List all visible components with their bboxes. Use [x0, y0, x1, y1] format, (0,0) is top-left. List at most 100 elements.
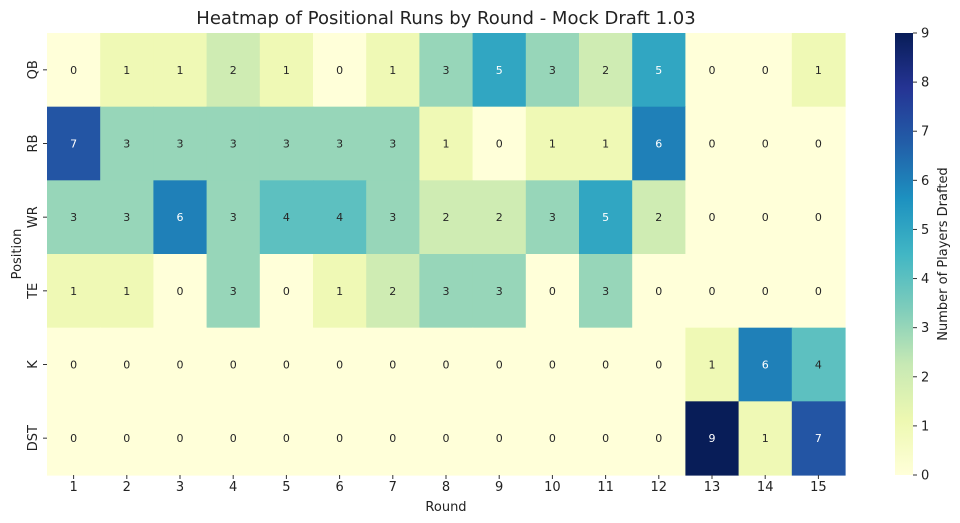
- heatmap-cell: [472, 33, 527, 108]
- x-tick-label: 1: [69, 480, 77, 495]
- heatmap-cell: [419, 401, 474, 476]
- heatmap-cell: [791, 254, 846, 329]
- heatmap-cell: [366, 106, 420, 181]
- heatmap-cell: [791, 327, 846, 402]
- heatmap-cell: [472, 327, 527, 402]
- x-axis-label: Round: [425, 500, 466, 515]
- cell-value-label: 3: [549, 64, 556, 77]
- cell-value-label: 0: [815, 138, 822, 151]
- heatmap-cell: [791, 106, 846, 181]
- heatmap-cell: [632, 106, 686, 181]
- heatmap-cell: [366, 33, 420, 108]
- cell-value-label: 3: [443, 64, 450, 77]
- heatmap-cell: [366, 327, 420, 402]
- x-tick-label: 10: [544, 480, 561, 495]
- colorbar-tick-label: 3: [921, 321, 929, 336]
- heatmap-cell: [738, 33, 793, 108]
- heatmap-cell: [472, 106, 527, 181]
- colorbar-tick-label: 0: [921, 469, 929, 484]
- heatmap-cell: [472, 180, 527, 255]
- colorbar-tick-label: 9: [921, 27, 929, 42]
- y-tick-label: DST: [26, 425, 41, 451]
- cell-value-label: 2: [496, 211, 503, 224]
- cell-value-label: 0: [177, 432, 184, 445]
- cell-value-label: 0: [496, 138, 503, 151]
- cell-value-label: 0: [389, 432, 396, 445]
- heatmap-cell: [738, 401, 793, 476]
- cell-value-label: 0: [655, 285, 662, 298]
- heatmap-cell: [259, 180, 314, 255]
- cell-value-label: 1: [709, 359, 716, 372]
- cell-value-label: 1: [283, 64, 290, 77]
- x-tick-label: 6: [335, 480, 343, 495]
- heatmap-cell: [579, 33, 633, 108]
- heatmap-cell: [153, 180, 208, 255]
- cell-value-label: 3: [230, 285, 237, 298]
- cell-value-label: 7: [815, 432, 822, 445]
- heatmap-cell: [313, 180, 367, 255]
- cell-value-label: 1: [389, 64, 396, 77]
- cell-value-label: 0: [602, 359, 609, 372]
- heatmap-cell: [579, 106, 633, 181]
- cell-value-label: 0: [389, 359, 396, 372]
- cell-value-label: 6: [177, 211, 184, 224]
- heatmap-cell: [100, 401, 154, 476]
- cell-value-label: 3: [177, 138, 184, 151]
- colorbar-tick-label: 6: [921, 174, 929, 189]
- cell-value-label: 1: [123, 285, 130, 298]
- colorbar-ticks: 0 1 2 3 4 5 6 7 8 9: [913, 27, 929, 484]
- cell-value-label: 6: [655, 138, 662, 151]
- x-axis-ticks: 1 2 3 4 5 6 7 8 9 10 11 12 13 14 15: [69, 475, 827, 495]
- cell-value-label: 0: [815, 211, 822, 224]
- cell-value-label: 0: [815, 285, 822, 298]
- heatmap-cell: [525, 106, 580, 181]
- heatmap-cell: [525, 254, 580, 329]
- heatmap-cell: [579, 327, 633, 402]
- cell-value-label: 0: [762, 138, 769, 151]
- x-tick-label: 13: [704, 480, 721, 495]
- cell-value-label: 0: [70, 64, 77, 77]
- cell-value-label: 4: [336, 211, 343, 224]
- heatmap-cell: [525, 401, 580, 476]
- heatmap-cell: [206, 180, 261, 255]
- cell-value-label: 3: [389, 211, 396, 224]
- heatmap-cell: [738, 327, 793, 402]
- cell-value-label: 2: [389, 285, 396, 298]
- heatmap-cell: [100, 106, 154, 181]
- cell-value-label: 1: [443, 138, 450, 151]
- cell-value-label: 0: [762, 285, 769, 298]
- heatmap-cell: [47, 401, 101, 476]
- cell-value-label: 1: [123, 64, 130, 77]
- heatmap-cell: [738, 106, 793, 181]
- colorbar-tick-label: 5: [921, 223, 929, 238]
- heatmap-cell: [632, 327, 686, 402]
- cell-value-label: 0: [709, 64, 716, 77]
- colorbar-tick-label: 8: [921, 76, 929, 91]
- heatmap-cell: [206, 327, 261, 402]
- heatmap-cell: [47, 33, 101, 108]
- cell-value-label: 3: [230, 138, 237, 151]
- cell-value-label: 3: [389, 138, 396, 151]
- cell-value-label: 0: [549, 285, 556, 298]
- cell-value-label: 0: [762, 211, 769, 224]
- heatmap-cell: [685, 254, 740, 329]
- heatmap-cell: [206, 254, 261, 329]
- cell-value-label: 1: [549, 138, 556, 151]
- heatmap-cell: [153, 33, 208, 108]
- heatmap-cell: [313, 327, 367, 402]
- heatmap-cell: [313, 106, 367, 181]
- heatmap-cell: [791, 401, 846, 476]
- heatmap-cell: [632, 401, 686, 476]
- heatmap-cell: [206, 106, 261, 181]
- x-tick-label: 15: [810, 480, 827, 495]
- heatmap-cell: [525, 180, 580, 255]
- cell-value-label: 0: [70, 432, 77, 445]
- heatmap-cell: [632, 254, 686, 329]
- x-tick-label: 7: [389, 480, 397, 495]
- heatmap-cell: [419, 327, 474, 402]
- cell-value-label: 3: [230, 211, 237, 224]
- heatmap-cell: [259, 327, 314, 402]
- cell-value-label: 0: [549, 359, 556, 372]
- cell-value-label: 0: [496, 359, 503, 372]
